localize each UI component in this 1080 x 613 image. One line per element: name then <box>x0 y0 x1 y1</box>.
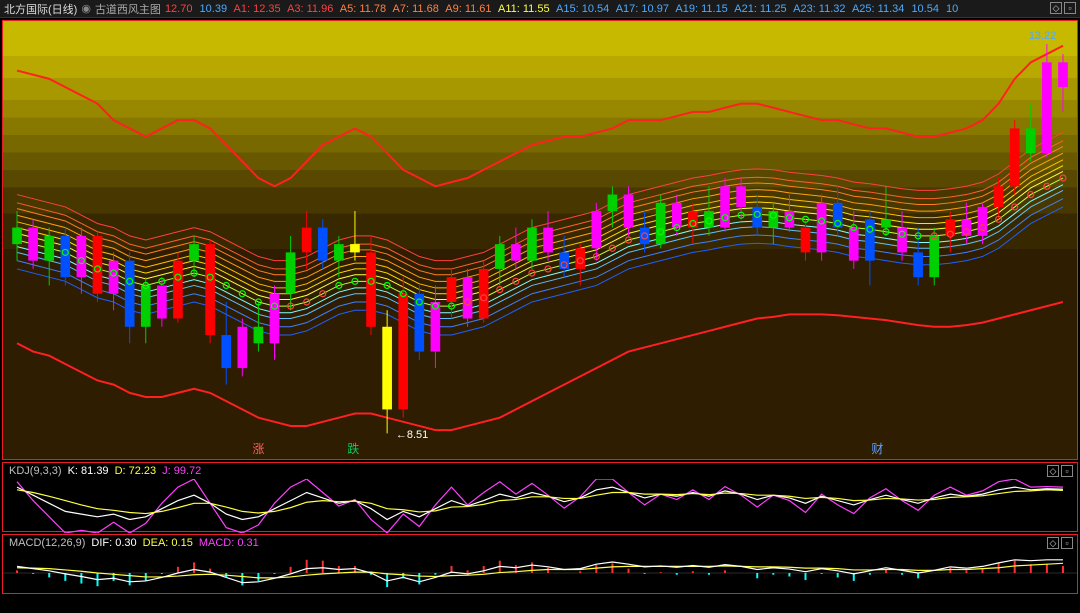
header-metric: 10 <box>946 3 958 15</box>
chart-header: 北方国际(日线) ◉ 古道西风主图 12.70 10.39 A1: 12.35 … <box>0 0 1080 18</box>
stock-title: 北方国际(日线) <box>4 1 77 17</box>
header-metric: A23: 11.32 <box>793 3 845 15</box>
box-icon[interactable]: ▫ <box>1061 465 1073 477</box>
header-metric: 12.70 <box>165 3 193 15</box>
header-metric: A1: 12.35 <box>234 3 281 15</box>
kdj-header: KDJ(9,3,3)K: 81.39D: 72.23J: 99.72 <box>3 463 1077 479</box>
diamond-icon[interactable]: ◇ <box>1050 2 1062 14</box>
box-icon[interactable]: ▫ <box>1064 2 1076 14</box>
kdj-controls[interactable]: ◇ ▫ <box>1047 465 1073 477</box>
header-metric: 10.54 <box>911 3 939 15</box>
diamond-icon[interactable]: ◇ <box>1047 465 1059 477</box>
header-metric: A3: 11.96 <box>287 3 333 15</box>
header-metric: A17: 10.97 <box>616 3 669 15</box>
header-metric: A15: 10.54 <box>556 3 609 15</box>
main-candle-chart[interactable]: 涨跌财 13.22 ←8.51 <box>2 20 1078 460</box>
kdj-panel[interactable]: KDJ(9,3,3)K: 81.39D: 72.23J: 99.72 ◇ ▫ <box>2 462 1078 532</box>
header-metric: A11: 11.55 <box>498 3 550 15</box>
header-metrics: 12.70 10.39 A1: 12.35 A3: 11.96 A5: 11.7… <box>165 3 962 15</box>
header-metric: A25: 11.34 <box>852 3 904 15</box>
box-icon[interactable]: ▫ <box>1061 537 1073 549</box>
header-metric: A19: 11.15 <box>675 3 727 15</box>
macd-header: MACD(12,26,9)DIF: 0.30DEA: 0.15MACD: 0.3… <box>3 535 1077 551</box>
header-metric: A9: 11.61 <box>445 3 491 15</box>
header-metric: 10.39 <box>200 3 228 15</box>
svg-text:跌: 跌 <box>347 441 359 456</box>
header-metric: A21: 11.25 <box>734 3 786 15</box>
indicator-name: 古道西风主图 <box>95 1 161 17</box>
svg-text:财: 财 <box>871 442 883 456</box>
diamond-icon[interactable]: ◇ <box>1047 537 1059 549</box>
svg-text:涨: 涨 <box>253 441 265 456</box>
header-metric: A5: 11.78 <box>340 3 386 15</box>
macd-controls[interactable]: ◇ ▫ <box>1047 537 1073 549</box>
header-metric: A7: 11.68 <box>393 3 439 15</box>
macd-panel[interactable]: MACD(12,26,9)DIF: 0.30DEA: 0.15MACD: 0.3… <box>2 534 1078 594</box>
header-controls[interactable]: ◇ ▫ <box>1050 2 1076 14</box>
